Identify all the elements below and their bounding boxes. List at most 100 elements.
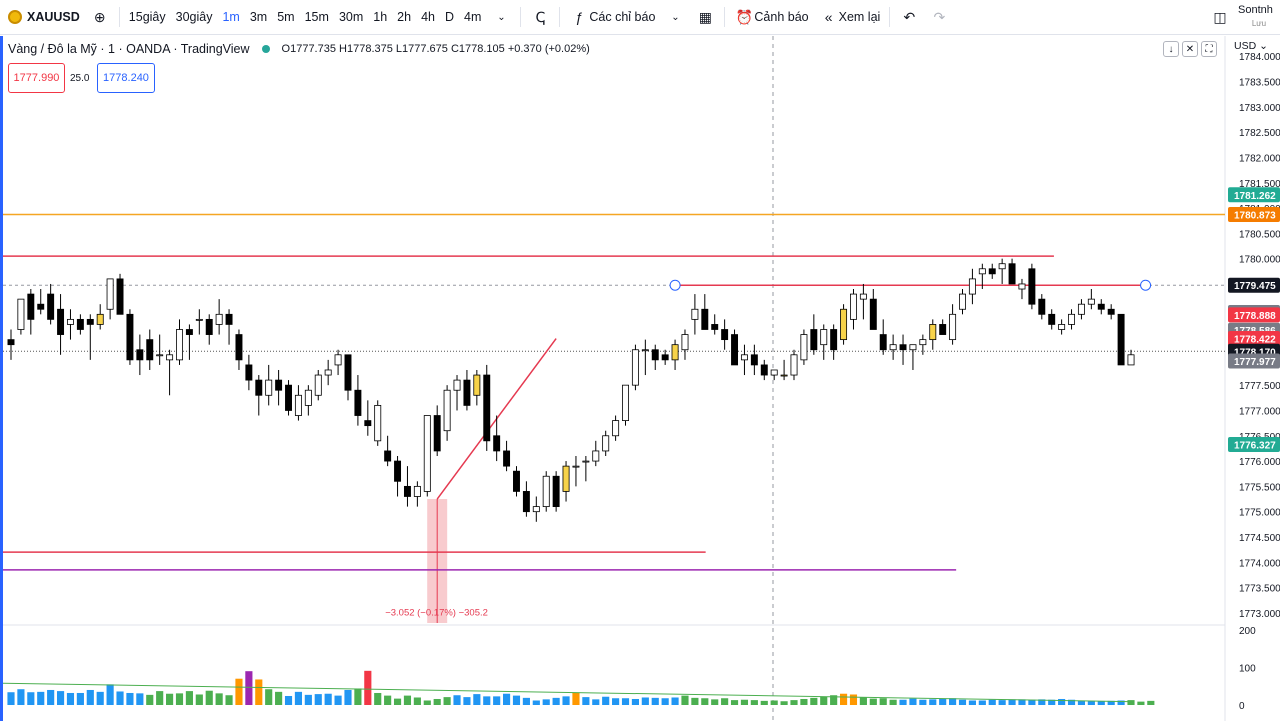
candle-body (929, 324, 937, 341)
volume-bar (17, 689, 25, 705)
candle-body (840, 308, 848, 341)
interval-0[interactable]: 15giây (128, 10, 166, 24)
candle-body (126, 313, 134, 361)
volume-bar (1127, 700, 1135, 705)
price-tick: 1780.500 (1239, 229, 1280, 240)
interval-8[interactable]: 2h (397, 10, 412, 24)
candle-body (453, 379, 461, 391)
candle-body (522, 491, 530, 513)
interval-4[interactable]: 5m (277, 10, 295, 24)
interval-3[interactable]: 3m (249, 10, 268, 24)
interval-dropdown[interactable]: ⌄ (486, 0, 516, 35)
volume-bar (195, 694, 203, 705)
add-symbol-button[interactable]: ⊕ (85, 0, 115, 35)
volume-bar (839, 693, 848, 705)
undo-button[interactable]: ↶ (894, 0, 924, 35)
candle-body (800, 334, 808, 361)
interval-11[interactable]: 4m (464, 10, 482, 24)
volume-bar (364, 670, 372, 705)
candle-body (1127, 354, 1135, 366)
volume-bar (661, 698, 669, 705)
user-menu[interactable]: Sontnh Lưu (1238, 4, 1280, 30)
sell-price: 1777.990 (13, 72, 60, 84)
price-tick: 1775.000 (1239, 508, 1280, 519)
chart-svg[interactable]: −3.052 (−0.17%) −305.2 1784.000 1783.500 17… (3, 36, 1280, 721)
market-status-icon (261, 45, 270, 53)
volume-bar (1107, 700, 1115, 705)
volume-bar (542, 699, 550, 705)
axis-price-label: 1777.977 (1228, 353, 1280, 369)
volume-bar (304, 694, 312, 705)
candle-body (275, 379, 283, 391)
redo-button[interactable]: ↷ (924, 0, 954, 35)
buy-button[interactable]: 1778.240 (97, 63, 155, 93)
indicators-button[interactable]: ƒ Các chỉ báo (564, 0, 660, 35)
candle-body (770, 369, 778, 376)
volume-bar (592, 699, 600, 705)
candle-body (493, 435, 501, 452)
candle-body (1018, 283, 1026, 290)
price-tick: 1777.000 (1239, 406, 1280, 417)
volume-bar (116, 691, 124, 705)
volume-bar (86, 689, 94, 705)
volume-bar (463, 697, 471, 705)
axis-label-bg (1228, 187, 1280, 203)
maximize-icon[interactable]: ⛶ (1201, 41, 1217, 57)
interval-9[interactable]: 4h (421, 10, 435, 24)
volume-bar (235, 678, 243, 705)
series-title: Vàng / Đô la Mỹ · 1 · OANDA · TradingVie… (8, 42, 250, 56)
volume-bar (393, 698, 402, 705)
candle-body (850, 293, 857, 320)
interval-5[interactable]: 15m (304, 10, 329, 24)
gold-logo-icon (8, 10, 22, 24)
interval-1[interactable]: 30giây (175, 10, 213, 24)
currency-select[interactable]: USD ⌄ (1234, 40, 1268, 52)
candle-body (423, 415, 431, 492)
axis-label-text: 1778.888 (1234, 311, 1276, 322)
layout-toggle-button[interactable]: ◫ (1205, 0, 1235, 35)
axis-label-text: 1779.475 (1234, 281, 1276, 292)
indicators-label: Các chỉ báo (589, 10, 656, 24)
volume-bar (166, 693, 174, 705)
volume-bar (958, 699, 967, 705)
volume-bar (721, 698, 729, 705)
volume-bar (374, 692, 382, 705)
candle-body (344, 354, 352, 391)
interval-7[interactable]: 1h (373, 10, 388, 24)
chart-type-button[interactable]: ↅ (525, 0, 555, 35)
alert-button[interactable]: ⏰ Cảnh báo (729, 0, 813, 35)
axis-label-bg (1228, 277, 1280, 293)
pane-controls: ↓ ✕ ⛶ (1163, 41, 1217, 57)
candle-body (374, 405, 382, 442)
price-tick: 1783.500 (1239, 78, 1280, 89)
candle-body (513, 470, 520, 492)
layouts-button[interactable]: ▦ (690, 0, 720, 35)
candle-body (820, 329, 828, 346)
indicators-dropdown[interactable]: ⌄ (660, 0, 690, 35)
volume-bar (939, 698, 947, 705)
volume-bar (572, 692, 580, 705)
arrow-down-icon[interactable]: ↓ (1163, 41, 1179, 57)
candle-body (641, 349, 649, 352)
candle-body (681, 334, 689, 351)
interval-2[interactable]: 1m (222, 10, 240, 24)
volume-bar (978, 700, 986, 705)
candle-body (1008, 263, 1016, 285)
candle-body (939, 324, 947, 335)
close-pane-icon[interactable]: ✕ (1182, 41, 1198, 57)
candles-icon: ↅ (535, 8, 546, 25)
symbol-search[interactable]: XAUUSD (0, 0, 85, 35)
interval-10[interactable]: D (444, 10, 455, 24)
replay-button[interactable]: « Xem lại (814, 0, 886, 35)
volume-bar (1058, 698, 1066, 705)
candle-body (106, 278, 114, 310)
chart-area[interactable]: −3.052 (−0.17%) −305.2 1784.000 1783.500 17… (0, 36, 1280, 721)
interval-6[interactable]: 30m (338, 10, 364, 24)
measure-label: −3.052 (−0.17%) −305.2 (385, 607, 488, 618)
divider (118, 7, 120, 27)
candle-body (27, 293, 35, 320)
volume-bar (621, 698, 630, 705)
candle-body (294, 394, 302, 416)
candle-body (483, 374, 491, 442)
sell-button[interactable]: 1777.990 (8, 63, 65, 93)
